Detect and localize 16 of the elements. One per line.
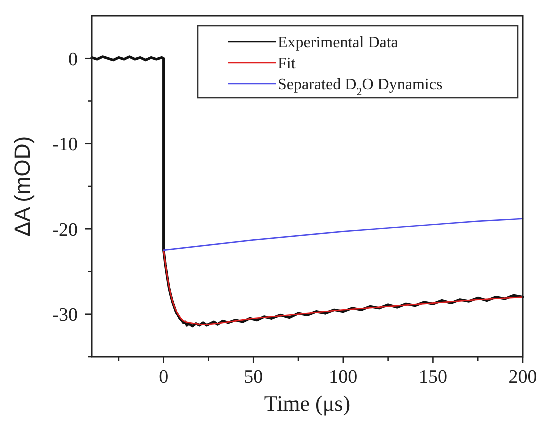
legend-label: Experimental Data — [278, 34, 398, 52]
x-axis-title: Time (μs) — [264, 391, 351, 416]
y-tick-label: -20 — [52, 220, 78, 241]
legend-label: Fit — [278, 56, 296, 73]
x-tick-label: 100 — [329, 367, 358, 388]
line-series — [163, 218, 524, 252]
y-tick-label: -10 — [52, 134, 78, 156]
x-tick-label: 0 — [159, 367, 169, 388]
line-series — [163, 250, 524, 326]
y-tick-label: -30 — [52, 305, 78, 326]
legend-label: Separated D$_{2}$O Dynamics — [278, 76, 443, 99]
y-axis-title: ΔA (mOD) — [10, 136, 35, 237]
x-tick-label: 50 — [244, 367, 264, 388]
x-tick-label: 150 — [418, 367, 448, 388]
y-tick-label: 0 — [68, 49, 78, 70]
x-tick-label: 200 — [508, 367, 538, 388]
